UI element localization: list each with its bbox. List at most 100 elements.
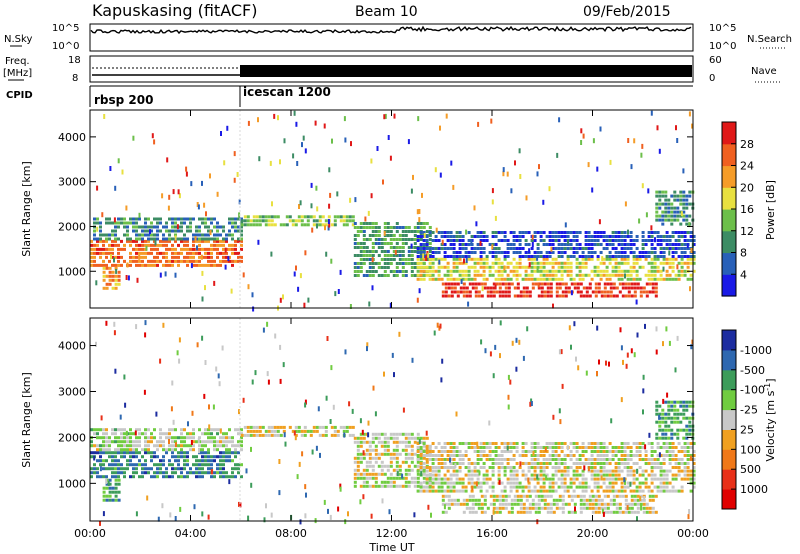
echo-cell — [655, 218, 659, 222]
echo-cell — [682, 210, 686, 214]
y-tick-label: 1000 — [58, 477, 86, 490]
echo-cell — [612, 282, 616, 286]
echo-cell — [479, 466, 483, 469]
echo-cell — [168, 428, 171, 432]
echo-cell — [365, 480, 369, 484]
echo-cell — [249, 425, 253, 429]
echo-cell — [504, 494, 508, 498]
echo-cell — [183, 467, 186, 471]
echo-cell — [108, 440, 111, 444]
echo-cell — [150, 263, 153, 267]
echo-cell — [667, 404, 671, 408]
echo-cell — [482, 466, 486, 469]
echo-cell — [543, 506, 547, 510]
echo-cell — [102, 259, 105, 263]
echo-cell — [297, 286, 300, 292]
echo-cell — [641, 446, 645, 449]
echo-cell — [566, 235, 570, 238]
echo-cell — [530, 466, 534, 469]
echo-cell — [550, 246, 553, 252]
echo-cell — [90, 428, 93, 432]
echo-cell — [123, 436, 126, 440]
echo-cell — [437, 466, 441, 469]
echo-cell — [584, 255, 588, 258]
echo-cell — [186, 247, 189, 251]
echo-cell — [540, 294, 544, 298]
echo-cell — [365, 238, 369, 241]
echo-cell — [650, 477, 654, 481]
echo-cell — [114, 243, 117, 247]
echo-cell — [440, 489, 444, 493]
echo-cell — [102, 239, 105, 243]
echo-cell — [189, 247, 192, 251]
echo-cell — [624, 494, 628, 498]
echo-cell — [231, 440, 234, 444]
echo-cell — [488, 485, 492, 489]
echo-cell — [557, 466, 561, 469]
echo-cell — [114, 368, 117, 374]
echo-cell — [90, 251, 93, 255]
echo-cell — [117, 237, 120, 241]
echo-cell — [159, 221, 162, 225]
echo-cell — [210, 440, 213, 444]
echo-cell — [659, 277, 663, 281]
echo-cell — [395, 456, 399, 460]
echo-cell — [638, 454, 642, 457]
echo-cell — [582, 286, 586, 290]
echo-cell — [482, 462, 486, 465]
echo-cell — [546, 506, 550, 510]
echo-cell — [183, 243, 186, 247]
echo-cell — [655, 194, 659, 198]
echo-cell — [576, 494, 580, 498]
echo-cell — [359, 226, 363, 229]
echo-cell — [615, 286, 619, 290]
echo-cell — [228, 229, 231, 233]
echo-cell — [658, 198, 662, 202]
echo-cell — [596, 473, 600, 477]
echo-cell — [515, 450, 519, 453]
echo-cell — [201, 448, 204, 452]
echo-cell — [636, 502, 640, 506]
echo-cell — [138, 243, 141, 247]
echo-cell — [560, 243, 564, 246]
echo-cell — [624, 479, 626, 485]
echo-cell — [518, 454, 522, 457]
echo-cell — [234, 259, 237, 263]
echo-cell — [507, 282, 511, 286]
echo-cell — [527, 469, 531, 473]
echo-cell — [548, 255, 552, 258]
echo-cell — [563, 489, 567, 493]
echo-cell — [581, 450, 585, 453]
echo-cell — [407, 258, 411, 261]
echo-cell — [168, 448, 171, 452]
echo-cell — [615, 506, 619, 510]
echo-cell — [404, 448, 408, 452]
echo-cell — [452, 454, 456, 457]
echo-cell — [521, 235, 525, 238]
echo-cell — [449, 457, 451, 463]
echo-cell — [593, 269, 597, 273]
echo-cell — [126, 229, 129, 233]
echo-cell — [228, 479, 231, 485]
echo-cell — [446, 450, 450, 453]
echo-cell — [464, 485, 468, 489]
echo-cell — [661, 222, 665, 226]
echo-cell — [664, 432, 668, 436]
echo-cell — [216, 467, 219, 471]
echo-cell — [642, 290, 646, 294]
echo-cell — [452, 235, 456, 238]
echo-cell — [536, 261, 540, 265]
echo-cell — [192, 233, 195, 237]
echo-cell — [485, 239, 489, 242]
echo-cell — [222, 463, 225, 467]
echo-cell — [115, 268, 118, 274]
echo-cell — [111, 221, 114, 225]
echo-cell — [312, 425, 316, 429]
echo-cell — [183, 444, 186, 448]
echo-cell — [326, 336, 329, 341]
echo-cell — [495, 290, 499, 294]
echo-cell — [386, 444, 390, 448]
echo-cell — [530, 489, 534, 493]
echo-cell — [536, 251, 540, 254]
echo-cell — [99, 448, 102, 452]
